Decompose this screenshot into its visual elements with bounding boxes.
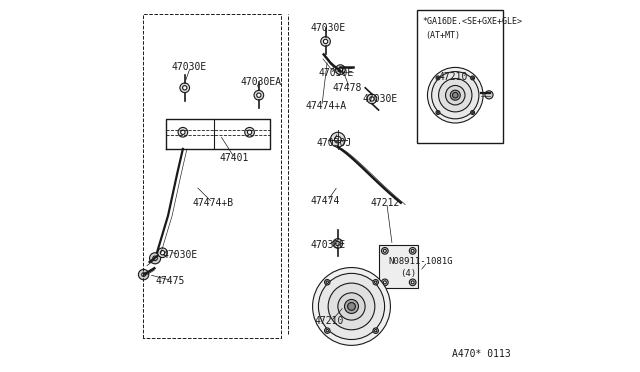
Circle shape: [348, 302, 355, 310]
Circle shape: [312, 267, 390, 345]
Circle shape: [470, 76, 474, 80]
Text: 47478: 47478: [333, 83, 362, 93]
Text: *GA16DE.<SE+GXE+GLE>: *GA16DE.<SE+GXE+GLE>: [422, 17, 522, 26]
Circle shape: [451, 90, 460, 100]
Circle shape: [338, 67, 342, 72]
Circle shape: [323, 39, 328, 44]
Circle shape: [138, 269, 148, 280]
Circle shape: [383, 281, 387, 284]
Circle shape: [436, 76, 440, 80]
Circle shape: [373, 279, 378, 285]
Text: 47030E: 47030E: [172, 62, 207, 73]
Circle shape: [141, 273, 145, 276]
Bar: [380, 245, 418, 288]
Circle shape: [182, 86, 187, 90]
Circle shape: [330, 132, 345, 147]
Circle shape: [157, 248, 167, 257]
Circle shape: [180, 83, 189, 93]
Circle shape: [153, 256, 157, 260]
Circle shape: [445, 86, 465, 105]
Circle shape: [381, 279, 388, 286]
Text: 47030J: 47030J: [316, 138, 351, 148]
Circle shape: [438, 78, 472, 112]
Text: 47401: 47401: [220, 153, 250, 163]
Circle shape: [150, 253, 161, 264]
Circle shape: [431, 71, 479, 119]
Text: 47030E: 47030E: [311, 23, 346, 33]
Circle shape: [411, 281, 414, 284]
Circle shape: [472, 112, 474, 113]
Circle shape: [326, 281, 328, 283]
Circle shape: [470, 110, 474, 115]
Circle shape: [254, 90, 264, 100]
Text: 47475: 47475: [155, 276, 184, 285]
Circle shape: [428, 67, 483, 123]
Circle shape: [180, 130, 185, 134]
Circle shape: [437, 77, 439, 79]
Circle shape: [410, 279, 416, 286]
Circle shape: [335, 65, 345, 74]
Circle shape: [367, 94, 377, 104]
Text: 47474: 47474: [311, 196, 340, 206]
Circle shape: [374, 281, 377, 283]
Bar: [417, 10, 503, 143]
Circle shape: [335, 241, 340, 246]
Circle shape: [383, 249, 387, 252]
Circle shape: [437, 112, 439, 113]
Circle shape: [324, 328, 330, 333]
Text: (4): (4): [400, 269, 416, 278]
Circle shape: [248, 130, 252, 134]
Circle shape: [472, 77, 474, 79]
Text: N08911-1081G: N08911-1081G: [388, 257, 453, 266]
Circle shape: [338, 293, 365, 320]
Circle shape: [244, 128, 255, 137]
Circle shape: [370, 97, 374, 101]
Text: 47210: 47210: [314, 316, 344, 326]
Text: A470* 0113: A470* 0113: [452, 349, 510, 359]
Text: (AT+MT): (AT+MT): [426, 31, 461, 41]
Circle shape: [436, 110, 440, 115]
Circle shape: [335, 137, 341, 143]
Circle shape: [328, 283, 375, 330]
Circle shape: [333, 238, 342, 248]
Circle shape: [373, 328, 378, 333]
Text: 47030E: 47030E: [318, 68, 353, 78]
Circle shape: [411, 249, 414, 252]
Circle shape: [257, 93, 261, 97]
Text: 47474+A: 47474+A: [305, 101, 346, 111]
Text: 47474+B: 47474+B: [192, 198, 233, 208]
Circle shape: [374, 330, 377, 332]
Circle shape: [452, 92, 458, 98]
Text: 47030E: 47030E: [163, 250, 198, 260]
Circle shape: [321, 37, 330, 46]
Text: 47030EA: 47030EA: [240, 77, 282, 87]
Circle shape: [178, 128, 188, 137]
Circle shape: [161, 250, 164, 255]
Text: 47212: 47212: [370, 198, 399, 208]
Circle shape: [326, 330, 328, 332]
Text: 47210: 47210: [438, 72, 468, 82]
Text: 47030E: 47030E: [363, 94, 398, 104]
Circle shape: [319, 273, 385, 340]
Circle shape: [324, 279, 330, 285]
Text: 47030E: 47030E: [311, 240, 346, 250]
Circle shape: [485, 91, 493, 99]
Circle shape: [381, 247, 388, 254]
Circle shape: [344, 299, 358, 314]
Circle shape: [410, 247, 416, 254]
